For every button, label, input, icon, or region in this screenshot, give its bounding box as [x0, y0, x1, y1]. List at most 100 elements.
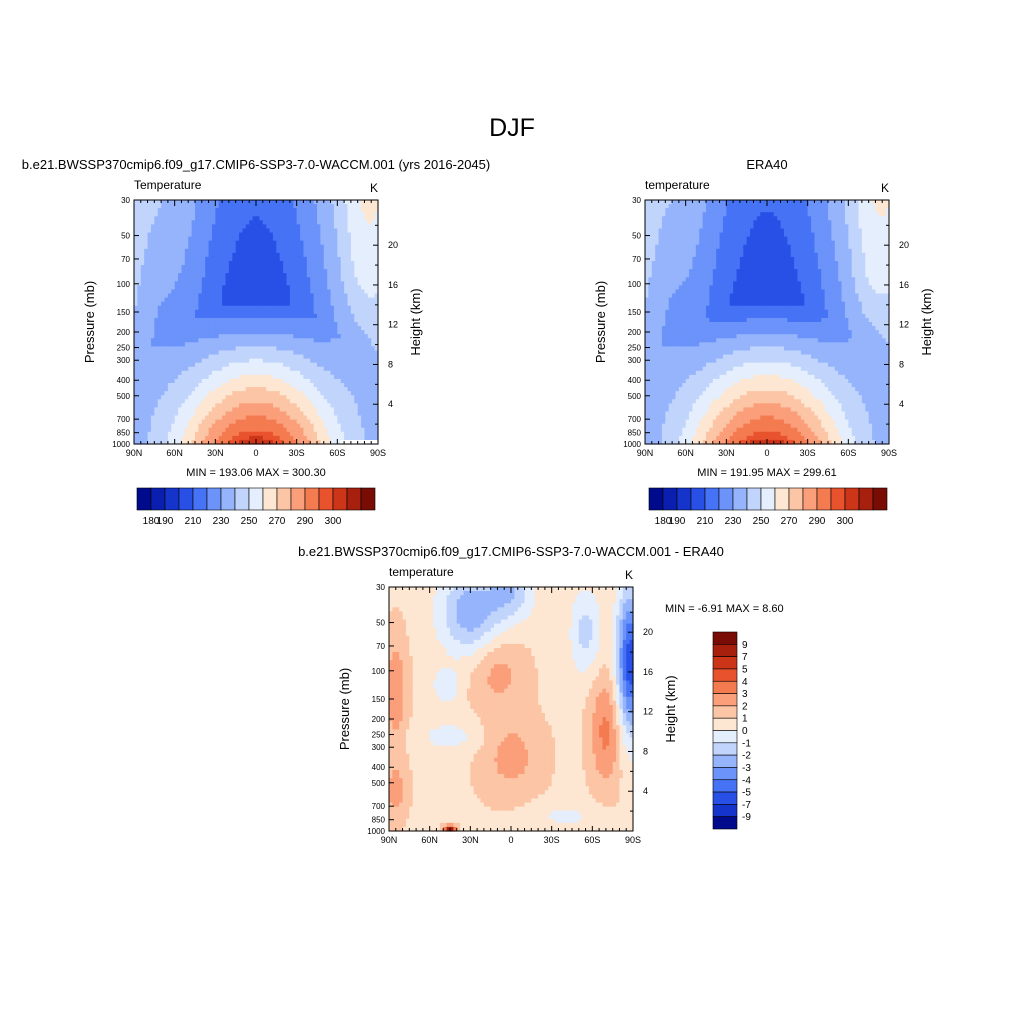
field-cell: [184, 391, 189, 396]
field-cell: [350, 224, 355, 230]
field-cell: [208, 358, 213, 364]
field-cell: [330, 419, 335, 425]
field-cell: [337, 330, 342, 335]
field-cell: [256, 427, 260, 433]
field-cell: [337, 305, 342, 311]
field-cell: [306, 403, 311, 408]
field-cell: [371, 387, 376, 392]
field-cell: [347, 297, 352, 303]
field-cell: [283, 423, 288, 429]
field-cell: [201, 350, 206, 356]
field-cell: [266, 289, 271, 295]
field-cell: [228, 285, 233, 291]
field-cell: [198, 232, 203, 238]
field-cell: [300, 431, 305, 437]
field-cell: [140, 293, 145, 299]
field-cell: [283, 411, 288, 417]
field-cell: [357, 212, 362, 217]
field-cell: [357, 305, 362, 311]
field-cell: [188, 208, 193, 213]
field-cell: [171, 395, 176, 400]
field-cell: [144, 403, 149, 408]
field-cell: [272, 220, 277, 225]
field-cell: [276, 285, 281, 291]
field-cell: [286, 232, 291, 238]
field-cell: [317, 383, 321, 388]
field-cell: [303, 224, 308, 230]
field-cell: [201, 200, 206, 205]
field-cell: [208, 204, 213, 209]
field-cell: [157, 212, 162, 217]
field-cell: [310, 265, 315, 270]
field-cell: [361, 358, 366, 364]
field-cell: [144, 313, 149, 319]
field-cell: [367, 305, 372, 311]
field-cell: [283, 208, 288, 213]
field-cell: [374, 415, 379, 421]
field-cell: [208, 427, 213, 433]
field-cell: [344, 289, 349, 295]
field-cell: [266, 228, 271, 234]
field-cell: [303, 261, 308, 266]
field-cell: [831, 204, 836, 209]
field-cell: [252, 387, 257, 392]
field-cell: [371, 362, 376, 368]
field-cell: [729, 204, 734, 209]
field-cell: [235, 317, 240, 323]
field-cell: [178, 403, 183, 408]
field-cell: [178, 350, 183, 356]
field-cell: [300, 200, 305, 205]
field-cell: [303, 326, 308, 331]
field-cell: [320, 216, 325, 221]
field-cell: [323, 439, 328, 445]
field-cell: [252, 415, 257, 421]
field-cell: [171, 326, 176, 331]
field-cell: [780, 220, 785, 225]
field-cell: [817, 204, 822, 209]
field-cell: [828, 224, 832, 230]
field-cell: [357, 281, 362, 286]
field-cell: [198, 415, 203, 421]
field-cell: [773, 224, 778, 230]
field-cell: [215, 370, 220, 376]
field-cell: [178, 330, 183, 335]
field-cell: [249, 415, 254, 421]
field-cell: [198, 354, 203, 360]
field-cell: [144, 334, 149, 339]
field-cell: [340, 383, 345, 388]
field-cell: [239, 431, 244, 437]
field-cell: [320, 297, 325, 303]
field-cell: [851, 216, 856, 221]
field-cell: [350, 289, 355, 295]
field-cell: [266, 354, 271, 360]
field-cell: [279, 285, 284, 291]
field-cell: [320, 228, 325, 234]
field-cell: [320, 411, 325, 417]
field-cell: [364, 354, 369, 360]
field-cell: [198, 366, 203, 372]
field-cell: [828, 212, 832, 217]
field-cell: [222, 419, 227, 425]
field-cell: [195, 293, 199, 299]
field-cell: [134, 248, 138, 254]
field-cell: [350, 431, 355, 437]
field-cell: [239, 212, 244, 217]
field-cell: [276, 204, 281, 209]
field-cell: [134, 378, 138, 384]
field-cell: [364, 395, 369, 400]
field-cell: [374, 419, 379, 425]
field-cell: [790, 212, 795, 217]
field-cell: [357, 261, 362, 266]
field-cell: [225, 224, 230, 230]
field-cell: [218, 309, 223, 315]
field-cell: [195, 366, 199, 372]
field-cell: [289, 285, 294, 291]
field-cell: [161, 427, 166, 433]
field-cell: [164, 326, 169, 331]
field-cell: [178, 265, 183, 270]
field-cell: [235, 313, 240, 319]
field-cell: [256, 370, 260, 376]
field-cell: [306, 224, 311, 230]
field-cell: [262, 240, 267, 246]
field-cell: [205, 216, 210, 221]
